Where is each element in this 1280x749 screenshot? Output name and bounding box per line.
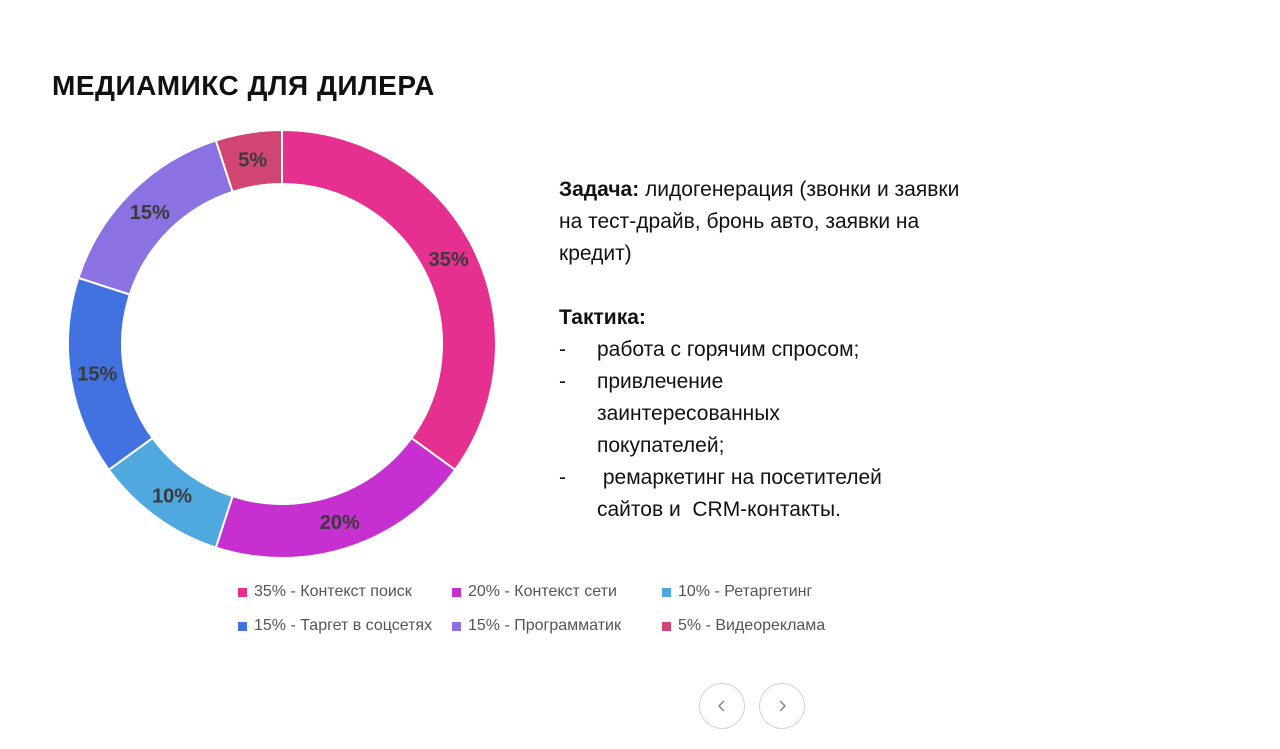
task-text: лидогенерация (звонки и заявки на тест-д… (559, 178, 960, 265)
list-dash: - (559, 370, 566, 393)
legend-swatch (662, 621, 671, 631)
legend-label: 35% - Контекст поиск (254, 583, 412, 600)
tactic-text: работа с горячим спросом; (597, 338, 860, 361)
tactic-text: привлечение заинтересованных покупателей… (597, 370, 780, 457)
slice-data-label: 15% (77, 363, 117, 385)
legend-swatch (452, 587, 461, 597)
legend-label: 5% - Видеореклама (678, 617, 826, 634)
legend-item: 10% - Ретаргетинг (662, 583, 812, 601)
legend-label: 10% - Ретаргетинг (678, 583, 813, 600)
slide-title: МЕДИАМИКС ДЛЯ ДИЛЕРА (52, 70, 435, 101)
donut-slice (281, 128, 497, 472)
tactic-text: ремаркетинг на посетителей сайтов и CRM-… (597, 466, 888, 521)
list-dash: - (559, 338, 566, 361)
slice-data-label: 10% (152, 485, 192, 507)
tactic-label: Тактика: (559, 306, 646, 329)
legend-swatch (238, 621, 247, 631)
list-dash: - (559, 466, 566, 489)
task-paragraph: Задача: лидогенерация (звонки и заявки н… (559, 174, 979, 270)
slice-data-label: 5% (238, 149, 267, 171)
tactic-item: - работа с горячим спросом; (559, 334, 979, 366)
legend-item: 15% - Таргет в соцсетях (238, 617, 432, 635)
tactic-item: - привлечение заинтересованных покупателе… (559, 366, 979, 462)
legend-label: 20% - Контекст сети (468, 583, 617, 600)
legend-item: 35% - Контекст поиск (238, 583, 412, 601)
slice-data-label: 15% (130, 202, 170, 224)
legend-swatch (452, 621, 461, 631)
chevron-left-icon (717, 700, 725, 712)
donut-slice (214, 436, 457, 559)
tactic-list: - работа с горячим спросом; - привлечение … (559, 334, 979, 526)
legend-label: 15% - Таргет в соцсетях (254, 617, 433, 634)
donut-chart: 35% 20% 10% 15% 15% 5% (67, 128, 497, 559)
legend-swatch (662, 587, 671, 597)
slice-data-label: 35% (429, 249, 469, 271)
legend-swatch (238, 587, 247, 597)
legend-item: 5% - Видеореклама (662, 617, 825, 635)
slice-data-label: 20% (320, 512, 360, 534)
tactic-item: - ремаркетинг на посетителей сайтов и CR… (559, 462, 979, 526)
donut-slice (214, 128, 283, 194)
legend-label: 15% - Программатик (468, 617, 621, 634)
description-block: Задача: лидогенерация (звонки и заявки н… (559, 174, 979, 526)
prev-slide-button[interactable] (699, 683, 745, 729)
task-label: Задача: (559, 178, 640, 201)
legend-item: 20% - Контекст сети (452, 583, 617, 601)
next-slide-button[interactable] (759, 683, 805, 729)
legend-item: 15% - Программатик (452, 617, 621, 635)
chevron-right-icon (779, 700, 787, 712)
